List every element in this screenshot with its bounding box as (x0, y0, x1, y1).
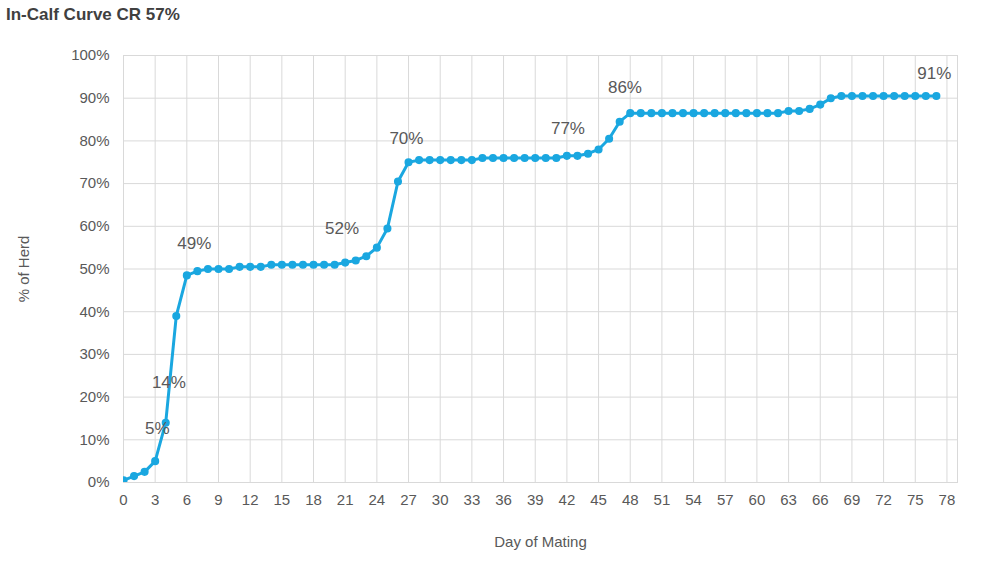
svg-text:52%: 52% (325, 219, 359, 238)
svg-text:15: 15 (274, 491, 291, 508)
svg-text:27: 27 (400, 491, 417, 508)
svg-text:70%: 70% (79, 174, 109, 191)
svg-text:66: 66 (812, 491, 829, 508)
svg-text:100%: 100% (71, 46, 109, 63)
svg-text:24: 24 (369, 491, 386, 508)
svg-text:10%: 10% (79, 431, 109, 448)
svg-text:20%: 20% (79, 388, 109, 405)
svg-text:78: 78 (939, 491, 956, 508)
svg-text:48: 48 (622, 491, 639, 508)
svg-text:54: 54 (685, 491, 702, 508)
svg-text:90%: 90% (79, 89, 109, 106)
svg-text:50%: 50% (79, 260, 109, 277)
svg-text:Day of Mating: Day of Mating (494, 533, 587, 550)
svg-text:75: 75 (907, 491, 924, 508)
svg-text:12: 12 (242, 491, 259, 508)
svg-text:45: 45 (590, 491, 607, 508)
svg-text:77%: 77% (551, 119, 585, 138)
svg-text:21: 21 (337, 491, 354, 508)
svg-text:39: 39 (527, 491, 544, 508)
svg-text:3: 3 (151, 491, 159, 508)
svg-text:91%: 91% (917, 64, 951, 83)
svg-text:9: 9 (214, 491, 222, 508)
html-text:In-Calf Curve CR 57%: In-Calf Curve CR 57% (6, 5, 180, 24)
svg-text:0%: 0% (88, 473, 110, 490)
svg-text:51: 51 (654, 491, 671, 508)
svg-text:80%: 80% (79, 132, 109, 149)
svg-text:30: 30 (432, 491, 449, 508)
svg-text:6: 6 (183, 491, 191, 508)
svg-text:49%: 49% (177, 234, 211, 253)
svg-text:72: 72 (875, 491, 892, 508)
svg-text:40%: 40% (79, 303, 109, 320)
svg-text:36: 36 (495, 491, 512, 508)
svg-text:57: 57 (717, 491, 734, 508)
svg-text:42: 42 (559, 491, 576, 508)
svg-text:30%: 30% (79, 345, 109, 362)
svg-text:69: 69 (844, 491, 861, 508)
svg-text:60: 60 (749, 491, 766, 508)
svg-text:70%: 70% (389, 129, 423, 148)
svg-text:5%: 5% (145, 419, 170, 438)
svg-text:14%: 14% (152, 373, 186, 392)
svg-text:86%: 86% (608, 78, 642, 97)
svg-text:63: 63 (780, 491, 797, 508)
svg-text:0: 0 (119, 491, 127, 508)
svg-text:% of Herd: % of Herd (15, 236, 32, 303)
svg-text:18: 18 (305, 491, 322, 508)
svg-text:60%: 60% (79, 217, 109, 234)
svg-text:33: 33 (464, 491, 481, 508)
